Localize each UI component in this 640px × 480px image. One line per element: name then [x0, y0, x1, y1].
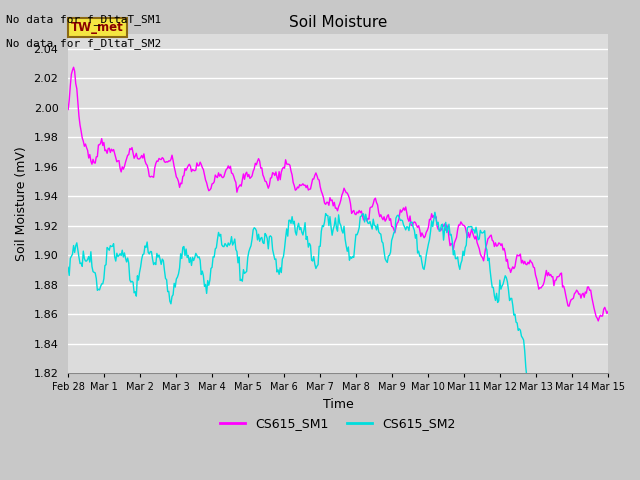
Legend: CS615_SM1, CS615_SM2: CS615_SM1, CS615_SM2	[215, 412, 461, 435]
Text: No data for f_DltaT_SM1: No data for f_DltaT_SM1	[6, 14, 162, 25]
CS615_SM1	[322, 202, 330, 207]
Title: Soil Moisture: Soil Moisture	[289, 15, 387, 30]
CS615_SM1	[64, 107, 72, 112]
CS615_SM1	[595, 318, 602, 324]
CS615_SM1	[508, 266, 516, 272]
Line: CS615_SM1: CS615_SM1	[68, 67, 608, 321]
CS615_SM1	[325, 203, 333, 208]
CS615_SM1	[604, 309, 612, 314]
CS615_SM2	[324, 213, 332, 218]
CS615_SM2	[386, 252, 394, 258]
Y-axis label: Soil Moisture (mV): Soil Moisture (mV)	[15, 146, 28, 261]
Line: CS615_SM2: CS615_SM2	[68, 212, 608, 480]
CS615_SM2	[431, 209, 439, 215]
Text: No data for f_DltaT_SM2: No data for f_DltaT_SM2	[6, 38, 162, 49]
CS615_SM1	[592, 313, 600, 319]
CS615_SM2	[64, 264, 72, 270]
CS615_SM2	[321, 219, 328, 225]
CS615_SM1	[358, 208, 365, 214]
Text: TW_met: TW_met	[71, 21, 124, 34]
X-axis label: Time: Time	[323, 398, 353, 411]
CS615_SM1	[70, 64, 77, 70]
CS615_SM2	[508, 296, 516, 301]
CS615_SM1	[387, 216, 394, 222]
CS615_SM2	[356, 214, 364, 220]
